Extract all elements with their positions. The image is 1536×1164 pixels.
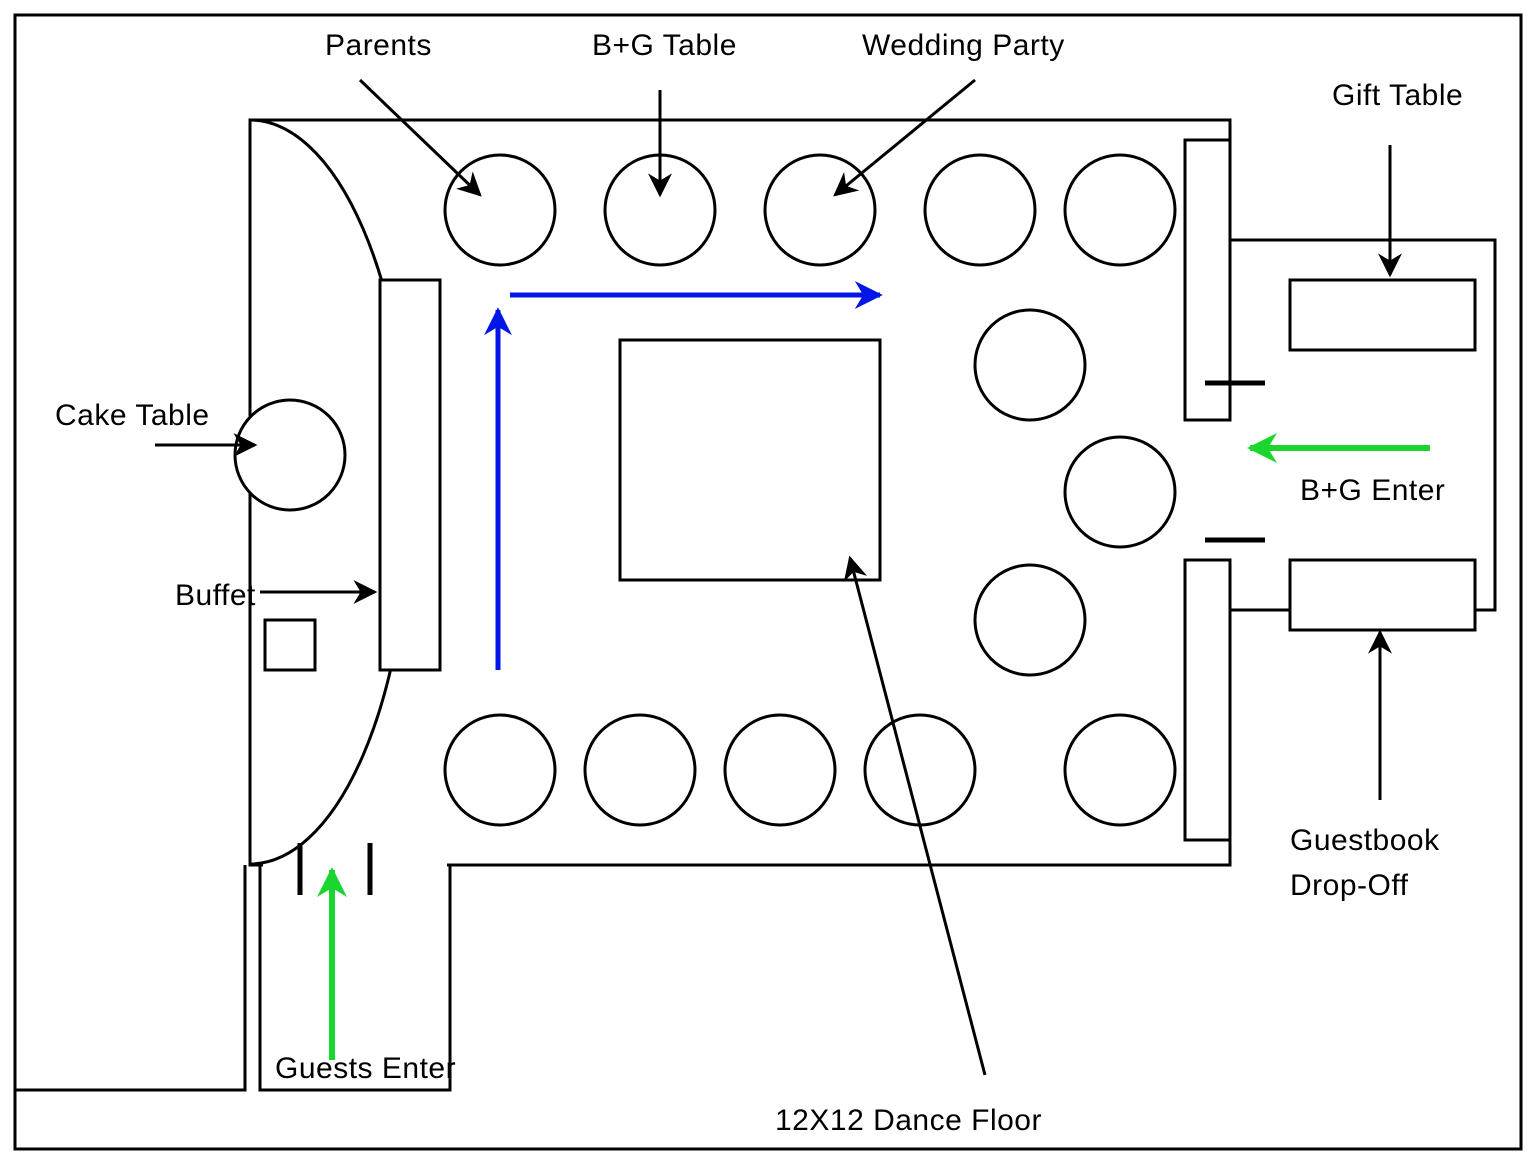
small-square xyxy=(265,620,315,670)
side-rect-bottom xyxy=(1185,560,1230,840)
dance-floor xyxy=(620,340,880,580)
right-circle-2 xyxy=(975,565,1085,675)
bottom-circle-1 xyxy=(585,715,695,825)
label-guestbook-1: Guestbook xyxy=(1290,824,1440,857)
label-guestbook-2: Drop-Off xyxy=(1290,869,1409,902)
cake-table-circle xyxy=(235,400,345,510)
label-wedding-party: Wedding Party xyxy=(862,29,1065,62)
bottom-circle-3 xyxy=(865,715,975,825)
bottom-left-room xyxy=(15,865,245,1090)
right-circle-1 xyxy=(1065,437,1175,547)
label-bg-table: B+G Table xyxy=(592,29,737,62)
bottom-circle-4 xyxy=(1065,715,1175,825)
top-circle-4 xyxy=(1065,155,1175,265)
label-parents: Parents xyxy=(325,29,432,62)
bottom-circle-0 xyxy=(445,715,555,825)
buffet-table xyxy=(380,280,440,670)
top-circle-3 xyxy=(925,155,1035,265)
label-dance-floor: 12X12 Dance Floor xyxy=(775,1104,1042,1137)
top-circle-0 xyxy=(445,155,555,265)
guestbook-table xyxy=(1290,560,1475,630)
bottom-circle-2 xyxy=(725,715,835,825)
label-cake-table: Cake Table xyxy=(55,399,210,432)
gift-table xyxy=(1290,280,1475,350)
label-guests-enter: Guests Enter xyxy=(275,1052,456,1085)
label-buffet: Buffet xyxy=(175,579,256,612)
label-gift-table: Gift Table xyxy=(1332,79,1463,112)
right-circle-0 xyxy=(975,310,1085,420)
top-circle-2 xyxy=(765,155,875,265)
side-rect-top xyxy=(1185,140,1230,420)
label-bg-enter: B+G Enter xyxy=(1300,474,1445,507)
